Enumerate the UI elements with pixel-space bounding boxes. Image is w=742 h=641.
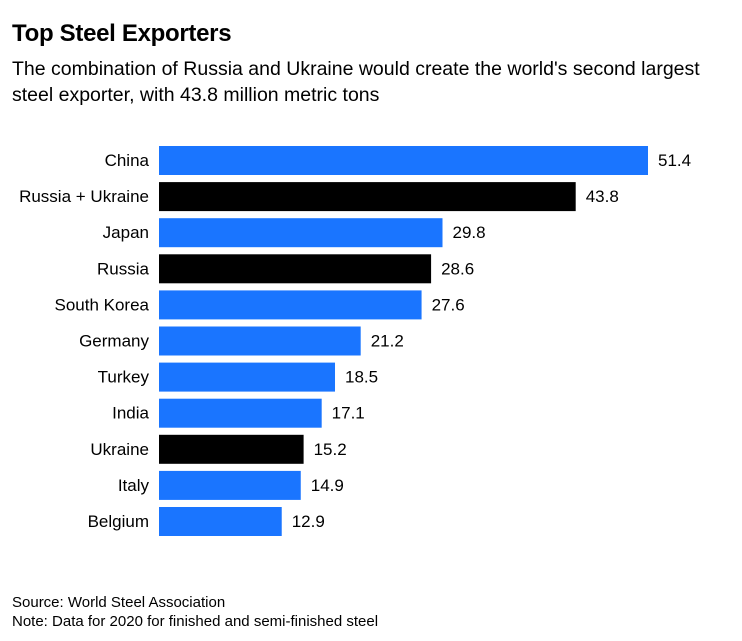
- category-label: Russia + Ukraine: [19, 187, 149, 206]
- category-label: Germany: [79, 332, 149, 351]
- source-note: Source: World Steel Association: [12, 594, 226, 611]
- category-label: Turkey: [98, 368, 150, 387]
- bar: [159, 362, 336, 392]
- footnote: Note: Data for 2020 for finished and sem…: [12, 613, 379, 630]
- bar: [159, 434, 304, 464]
- category-label: Italy: [118, 476, 150, 495]
- value-label: 29.8: [453, 223, 486, 242]
- chart-title: Top Steel Exporters: [12, 20, 232, 47]
- chart-subtitle: The combination of Russia and Ukraine wo…: [12, 58, 700, 106]
- bars-layer: China 51.4 Russia + Ukraine 43.8 Japan 29.8 Ru…: [19, 146, 691, 536]
- value-label: 12.9: [292, 512, 325, 531]
- value-label: 43.8: [586, 187, 619, 206]
- bar: [159, 470, 301, 500]
- bar: [159, 182, 576, 212]
- bar: [159, 507, 282, 536]
- bar: [159, 254, 432, 284]
- bar: [159, 290, 422, 320]
- value-label: 28.6: [441, 259, 474, 278]
- bar: [159, 326, 361, 356]
- value-label: 14.9: [311, 476, 344, 495]
- value-label: 27.6: [432, 295, 465, 314]
- category-label: China: [105, 151, 150, 170]
- category-label: Russia: [97, 259, 150, 278]
- bar: [159, 218, 443, 248]
- category-label: Ukraine: [90, 440, 149, 459]
- value-label: 21.2: [371, 332, 404, 351]
- value-label: 17.1: [332, 404, 365, 423]
- value-label: 51.4: [658, 151, 691, 170]
- category-label: Belgium: [88, 512, 149, 531]
- value-label: 15.2: [314, 440, 347, 459]
- category-label: Japan: [103, 223, 149, 242]
- bar: [159, 398, 322, 428]
- bar-chart: China 51.4 Russia + Ukraine 43.8 Japan 29.8 Ru…: [19, 146, 691, 536]
- category-label: India: [112, 404, 149, 423]
- category-label: South Korea: [54, 295, 149, 314]
- value-label: 18.5: [345, 368, 378, 387]
- bar: [159, 146, 648, 175]
